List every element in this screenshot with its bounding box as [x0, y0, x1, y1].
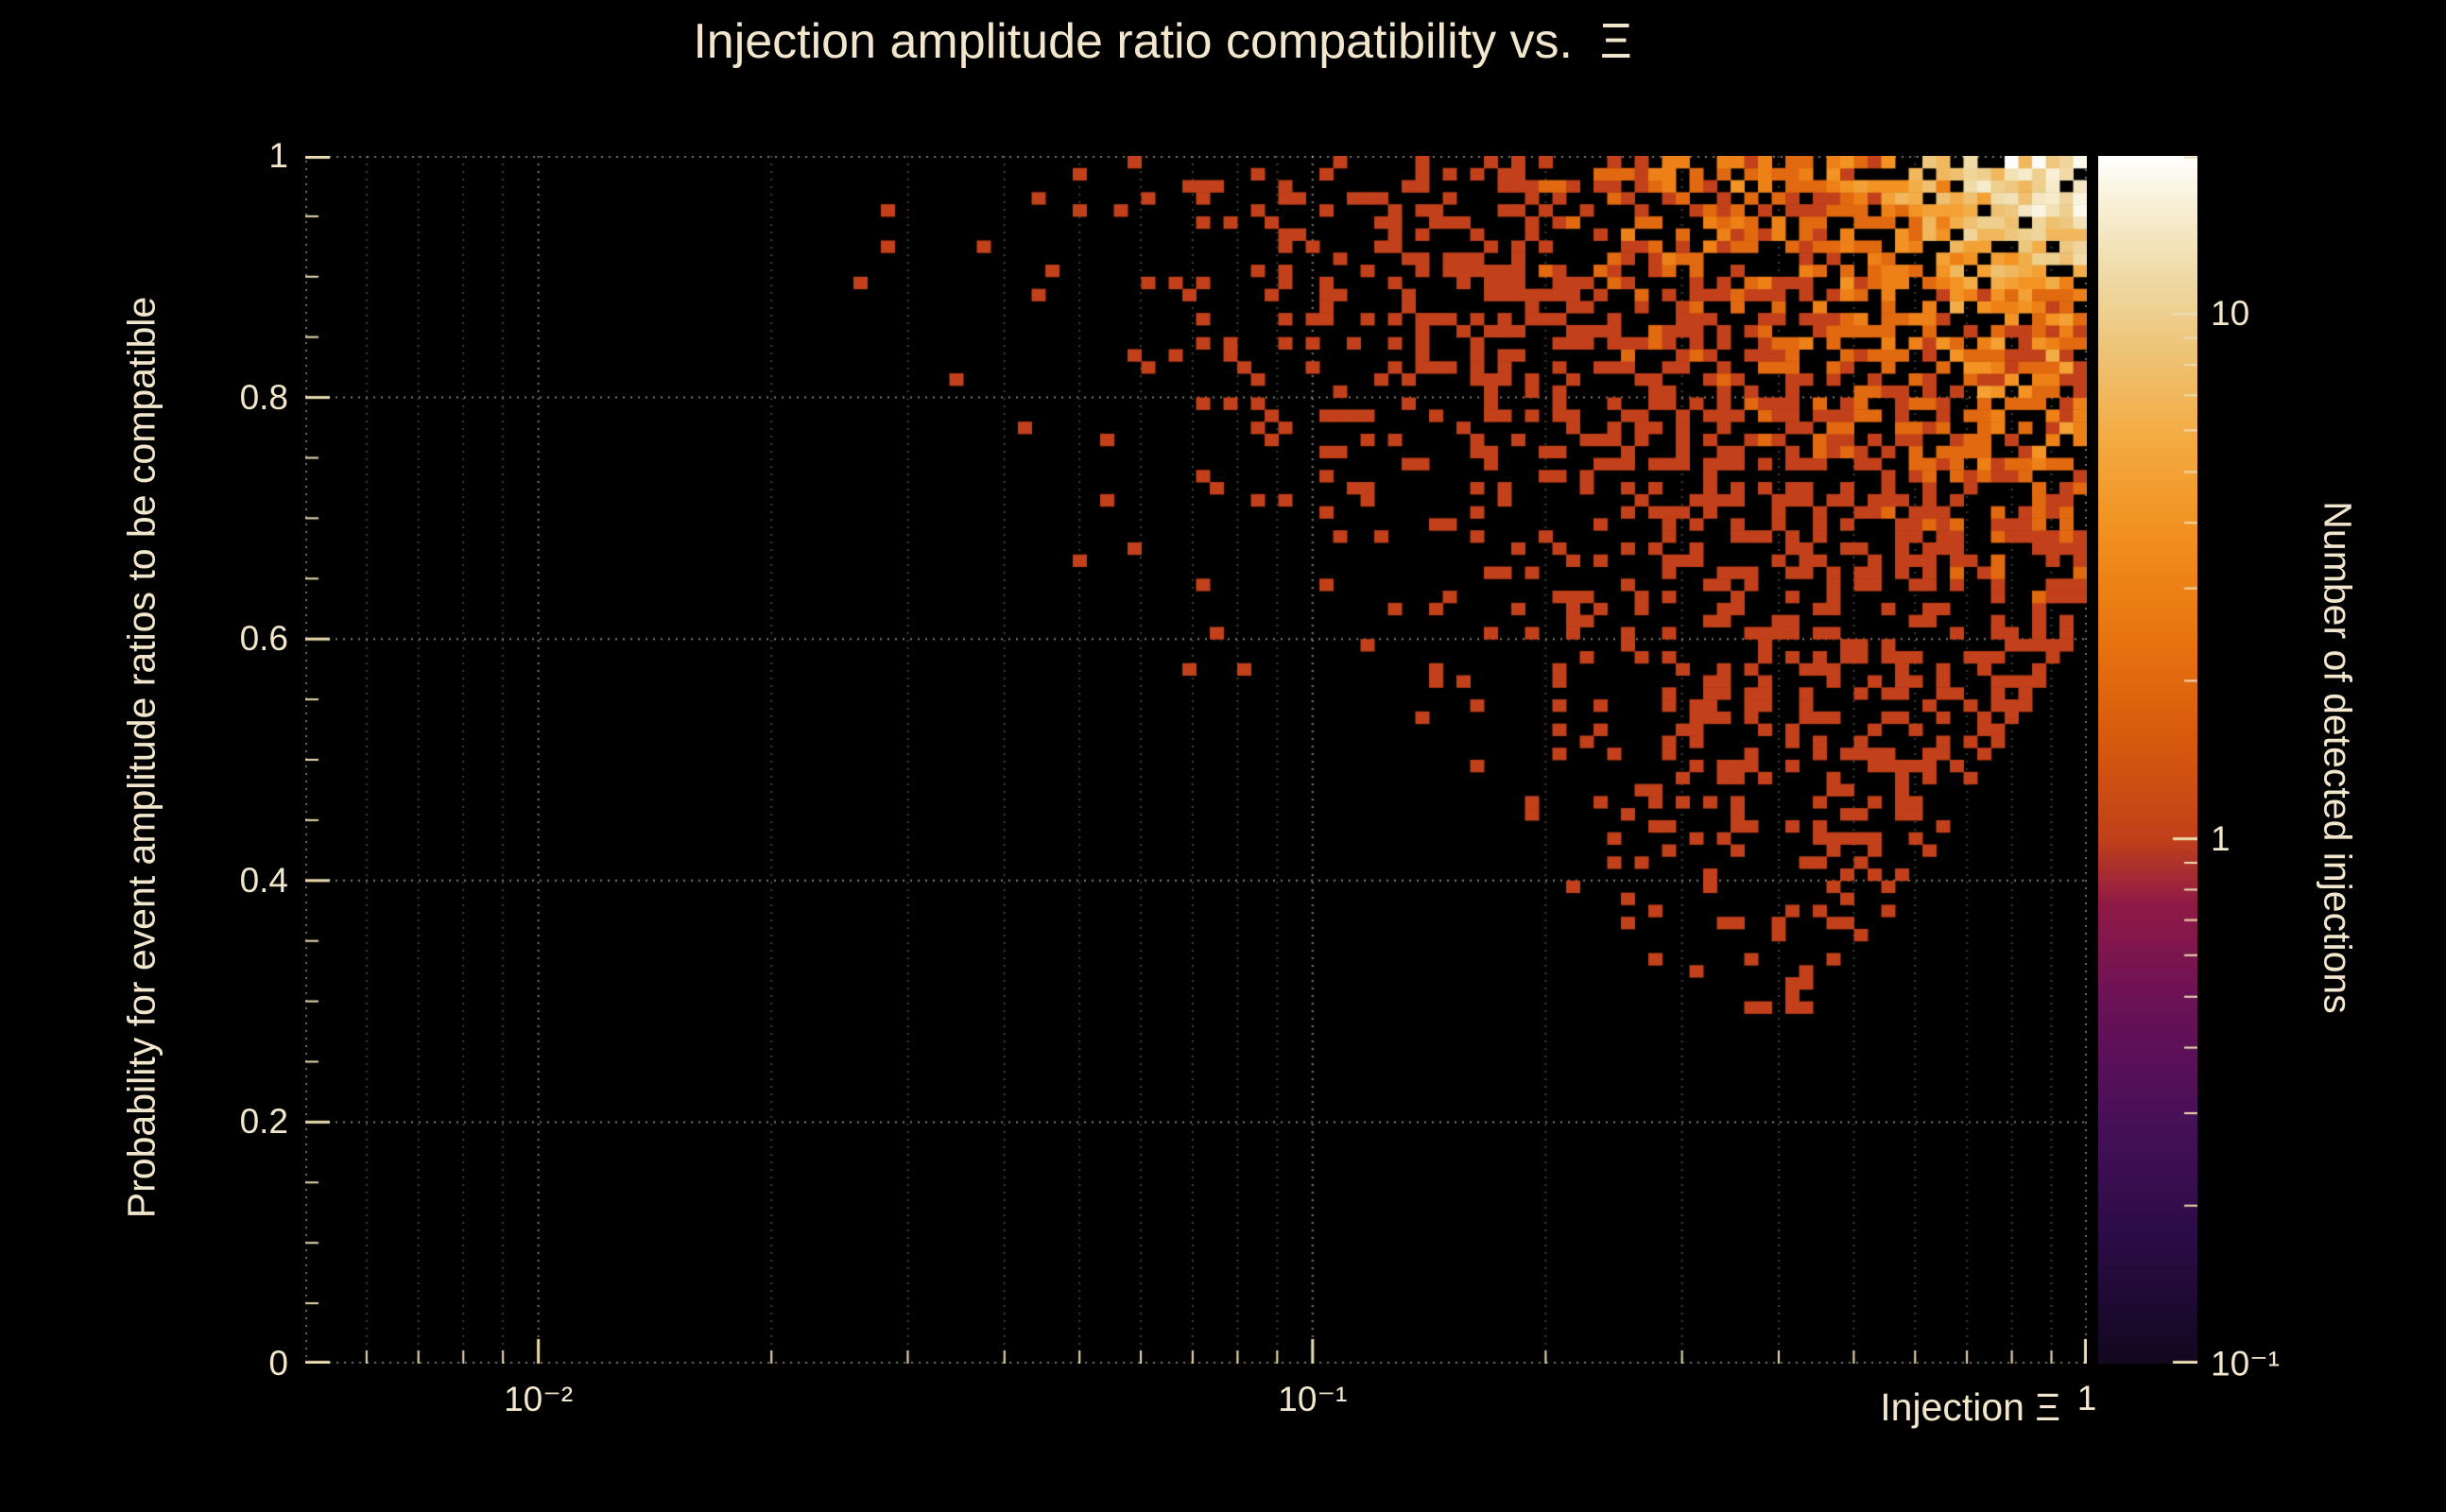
y-tick-label: 0.8: [239, 377, 288, 417]
x-tick-label: 10⁻²: [504, 1380, 574, 1418]
x-tick-label: 1: [2076, 1379, 2097, 1418]
y-tick-label: 1: [268, 136, 288, 175]
chart-title: Injection amplitude ratio compatibility …: [693, 14, 1632, 69]
x-tick-label: 10⁻¹: [1278, 1380, 1348, 1418]
z-tick-label: 1: [2211, 818, 2231, 858]
y-tick-label: 0.4: [239, 860, 288, 900]
z-tick-label: 10⁻¹: [2211, 1344, 2281, 1383]
heatmap-canvas: [305, 156, 2087, 1364]
x-axis-title: Injection Ξ: [1880, 1385, 2060, 1429]
y-tick-label: 0.6: [239, 619, 288, 659]
y-axis-title: Probability for event amplitude ratios t…: [119, 296, 164, 1219]
colorbar-canvas: [2098, 156, 2197, 1364]
z-tick-label: 10: [2211, 294, 2250, 334]
y-tick-label: 0: [268, 1344, 288, 1383]
y-tick-label: 0.2: [239, 1102, 288, 1142]
colorbar-title: Number of detected injections: [2316, 501, 2360, 1014]
